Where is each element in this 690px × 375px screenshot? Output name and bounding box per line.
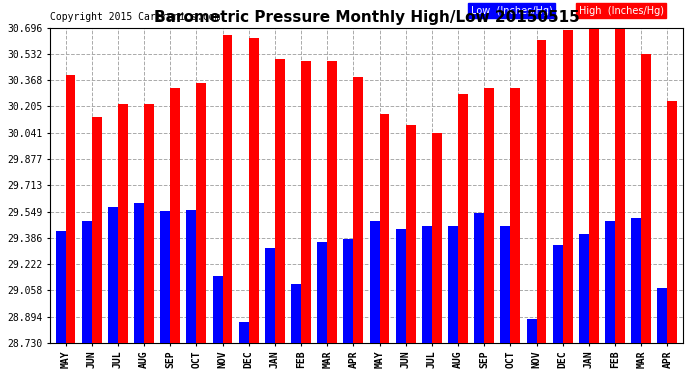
Bar bbox=[353, 77, 364, 343]
Bar bbox=[81, 221, 92, 343]
Bar bbox=[56, 231, 66, 343]
Bar bbox=[484, 88, 494, 343]
Bar bbox=[248, 38, 259, 343]
Bar bbox=[291, 284, 301, 343]
Bar bbox=[553, 245, 562, 343]
Bar bbox=[406, 125, 415, 343]
Bar bbox=[213, 276, 223, 343]
Bar bbox=[92, 117, 101, 343]
Bar bbox=[380, 114, 389, 343]
Bar bbox=[605, 221, 615, 343]
Bar bbox=[134, 203, 144, 343]
Bar bbox=[144, 104, 154, 343]
Text: Low  (Inches/Hg): Low (Inches/Hg) bbox=[471, 6, 553, 15]
Bar bbox=[422, 226, 432, 343]
Bar bbox=[667, 101, 678, 343]
Bar bbox=[537, 40, 546, 343]
Bar bbox=[641, 54, 651, 343]
Bar bbox=[301, 61, 311, 343]
Bar bbox=[370, 221, 380, 343]
Bar bbox=[448, 226, 458, 343]
Bar bbox=[396, 229, 406, 343]
Bar bbox=[458, 94, 468, 343]
Bar bbox=[589, 29, 599, 343]
Bar bbox=[108, 207, 118, 343]
Bar bbox=[344, 238, 353, 343]
Bar bbox=[511, 88, 520, 343]
Bar bbox=[118, 104, 128, 343]
Bar bbox=[160, 211, 170, 343]
Bar bbox=[615, 29, 625, 343]
Bar bbox=[432, 133, 442, 343]
Bar bbox=[526, 319, 537, 343]
Bar bbox=[579, 234, 589, 343]
Bar bbox=[239, 322, 248, 343]
Bar bbox=[275, 59, 285, 343]
Title: Barometric Pressure Monthly High/Low 20150515: Barometric Pressure Monthly High/Low 201… bbox=[154, 10, 580, 25]
Bar bbox=[186, 210, 197, 343]
Bar bbox=[631, 218, 641, 343]
Bar bbox=[500, 226, 511, 343]
Bar bbox=[197, 83, 206, 343]
Bar bbox=[474, 213, 484, 343]
Bar bbox=[327, 61, 337, 343]
Bar bbox=[562, 30, 573, 343]
Bar bbox=[66, 75, 75, 343]
Bar bbox=[170, 88, 180, 343]
Bar bbox=[658, 288, 667, 343]
Bar bbox=[317, 242, 327, 343]
Text: Copyright 2015 Cartronics.com: Copyright 2015 Cartronics.com bbox=[50, 12, 220, 21]
Bar bbox=[265, 248, 275, 343]
Bar bbox=[223, 35, 233, 343]
Text: High  (Inches/Hg): High (Inches/Hg) bbox=[579, 6, 664, 15]
